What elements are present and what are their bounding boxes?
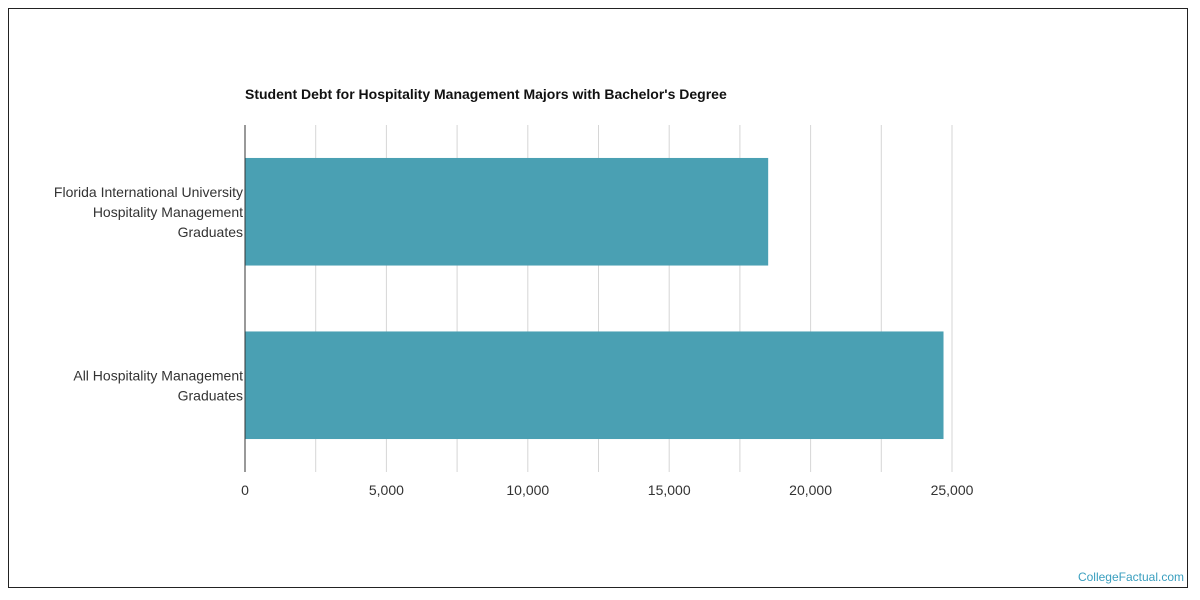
bar[interactable] (245, 157, 769, 266)
watermark-link[interactable]: CollegeFactual.com (1077, 570, 1184, 584)
x-tick-label: 0 (241, 482, 249, 498)
category-label-line: Hospitality Management (93, 204, 243, 220)
x-tick-label: 20,000 (789, 482, 832, 498)
bar[interactable] (245, 331, 944, 440)
category-label-line: Graduates (178, 387, 243, 403)
chart-title: Student Debt for Hospitality Management … (245, 86, 727, 102)
category-label-line: Florida International University (54, 184, 243, 200)
category-label: All Hospitality Management Graduates (73, 367, 243, 403)
category-label: Florida International University Hospital… (54, 184, 243, 240)
category-label-line: All Hospitality Management (73, 367, 243, 383)
category-label-line: Graduates (178, 224, 243, 240)
x-tick-label: 25,000 (931, 482, 974, 498)
x-tick-label: 15,000 (648, 482, 691, 498)
x-tick-label: 5,000 (369, 482, 404, 498)
x-tick-label: 10,000 (506, 482, 549, 498)
